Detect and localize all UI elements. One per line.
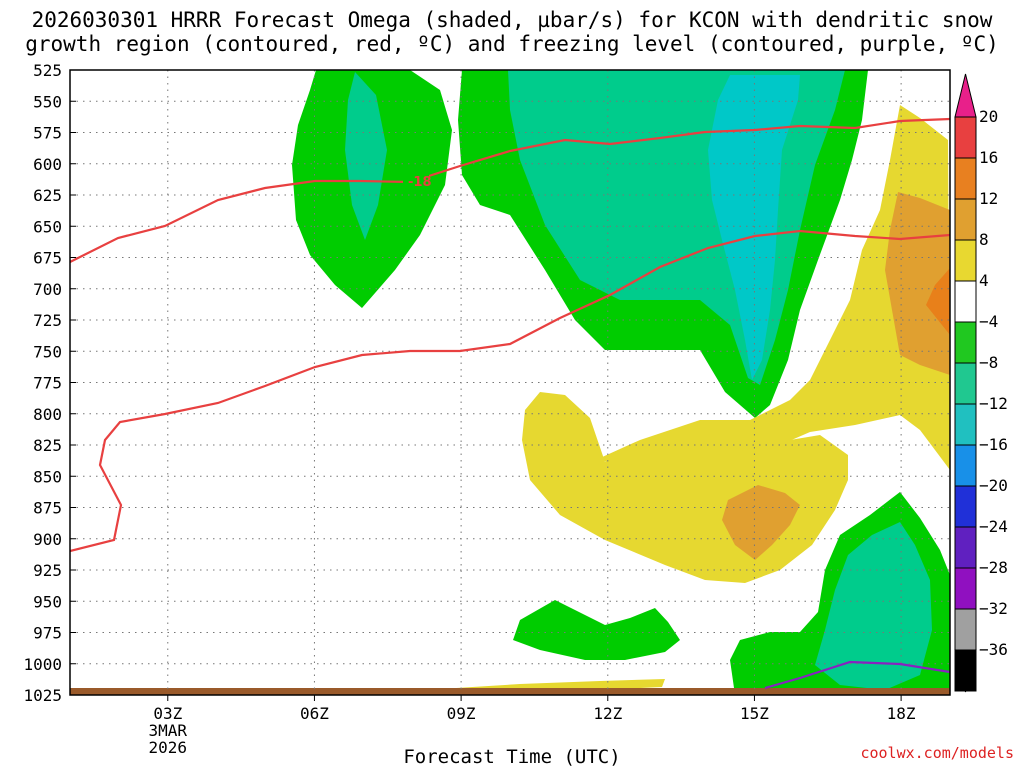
x-tick-label: 18Z (887, 704, 916, 723)
colorbar-label: −16 (979, 435, 1008, 454)
y-tick-label: 725 (33, 311, 62, 330)
y-tick-label: 650 (33, 217, 62, 236)
y-tick-label: 550 (33, 92, 62, 111)
y-tick-label: 750 (33, 342, 62, 361)
x-tick-sublabel: 3MAR (149, 721, 188, 740)
colorbar-swatch (954, 198, 977, 241)
y-tick-label: 950 (33, 592, 62, 611)
y-tick-label: 625 (33, 186, 62, 205)
colorbar-swatch (954, 403, 977, 446)
colorbar-label: 8 (979, 230, 989, 249)
y-tick-label: 825 (33, 436, 62, 455)
colorbar-label: −32 (979, 599, 1008, 618)
x-tick-label: 15Z (740, 704, 769, 723)
credit-text: coolwx.com/models (860, 744, 1014, 762)
colorbar-swatch (954, 608, 977, 651)
y-tick-label: 800 (33, 405, 62, 424)
x-tick-sublabel: 2026 (149, 738, 188, 757)
y-tick-label: 525 (33, 61, 62, 80)
contours: -18 (70, 117, 950, 690)
x-tick-label: 09Z (447, 704, 476, 723)
omega-shade-teal-lower-right (815, 522, 932, 690)
chart-title-line2: growth region (contoured, red, ºC) and f… (25, 32, 999, 56)
y-tick-label: 975 (33, 624, 62, 643)
colorbar-top-arrow (954, 73, 977, 118)
colorbar-swatch (954, 485, 977, 528)
colorbar-swatch (954, 239, 977, 282)
dgz-contour-upper (70, 117, 950, 263)
colorbar-label: −4 (979, 312, 998, 331)
y-tick-label: 700 (33, 280, 62, 299)
omega-shade-orange-right (885, 192, 950, 375)
colorbar-label: 12 (979, 189, 998, 208)
ground-surface (70, 688, 950, 695)
y-tick-label: 900 (33, 530, 62, 549)
omega-shade-green-lower (513, 600, 680, 660)
colorbar-label: −24 (979, 517, 1008, 536)
omega-shade-orange-mid (722, 485, 800, 560)
dgz-contour-label: -18 (408, 175, 432, 190)
colorbar-swatch (954, 362, 977, 405)
omega-shade-yellow-right (600, 105, 950, 470)
x-tick-label: 12Z (593, 704, 622, 723)
y-tick-label: 875 (33, 499, 62, 518)
y-tick-label: 775 (33, 374, 62, 393)
y-tick-label: 1000 (23, 655, 62, 674)
y-tick-label: 925 (33, 561, 62, 580)
colorbar-label: 16 (979, 148, 998, 167)
colorbar: 20 16 12 8 4 −4 −8 −12 −16 −20 −24 −28 −32 −36 (954, 73, 1008, 693)
colorbar-swatch (954, 280, 977, 323)
colorbar-swatch (954, 116, 977, 159)
colorbar-swatch (954, 444, 977, 487)
freezing-level-contour (764, 660, 950, 690)
omega-shade-teal-left (345, 72, 387, 240)
x-axis-title: Forecast Time (UTC) (403, 746, 621, 768)
dgz-contour-lower (70, 229, 950, 553)
y-tick-label: 575 (33, 124, 62, 143)
omega-shading (70, 70, 950, 695)
x-tick-label: 03Z (153, 704, 182, 723)
colorbar-bottom-arrow (954, 649, 977, 693)
colorbar-label: 20 (979, 107, 998, 126)
colorbar-swatch (954, 321, 977, 364)
y-tick-label: 1025 (23, 686, 62, 705)
colorbar-label: 4 (979, 271, 989, 290)
omega-shade-deep-orange-right (926, 268, 950, 335)
y-axis-ticks: 525 550 575 600 625 650 675 700 725 750 775 800 825 8… (23, 61, 76, 705)
colorbar-label: −20 (979, 476, 1008, 495)
chart-title-line1: 2026030301 HRRR Forecast Omega (shaded, … (31, 8, 993, 32)
colorbar-swatch (954, 526, 977, 569)
y-tick-label: 600 (33, 155, 62, 174)
y-tick-label: 675 (33, 249, 62, 268)
contour-label-background (403, 174, 429, 188)
colorbar-label: −28 (979, 558, 1008, 577)
colorbar-swatch (954, 567, 977, 610)
colorbar-label: −36 (979, 640, 1008, 659)
x-tick-label: 06Z (300, 704, 329, 723)
colorbar-label: −12 (979, 394, 1008, 413)
gridlines (70, 70, 950, 695)
colorbar-swatch (954, 157, 977, 200)
y-tick-label: 850 (33, 467, 62, 486)
colorbar-label: −8 (979, 353, 998, 372)
